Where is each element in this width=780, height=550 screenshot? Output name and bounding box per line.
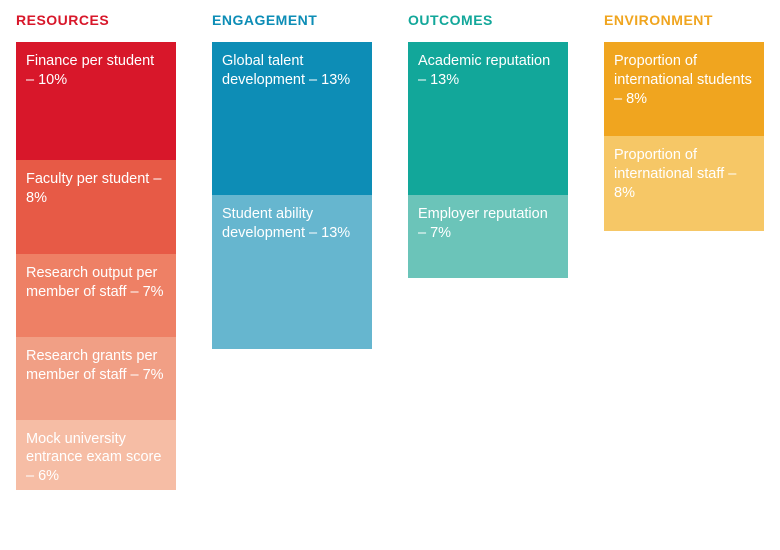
- block-environment-0: Proportion of international students – 8…: [604, 42, 764, 136]
- block-resources-3: Research grants per member of staff – 7%: [16, 337, 176, 420]
- block-label: Research grants per member of staff – 7%: [26, 347, 164, 385]
- column-environment: ENVIRONMENT Proportion of international s…: [604, 12, 764, 231]
- block-label: Proportion of international students – 8…: [614, 52, 752, 109]
- block-label: Proportion of international staff – 8%: [614, 146, 752, 203]
- block-label: Student ability development – 13%: [222, 205, 360, 243]
- block-label: Employer reputation – 7%: [418, 205, 556, 243]
- block-label: Mock university entrance exam score – 6%: [26, 430, 164, 487]
- block-outcomes-0: Academic reputation – 13%: [408, 42, 568, 195]
- column-header-environment: ENVIRONMENT: [604, 12, 764, 28]
- column-header-outcomes: OUTCOMES: [408, 12, 568, 28]
- block-resources-4: Mock university entrance exam score – 6%: [16, 420, 176, 491]
- column-engagement: ENGAGEMENT Global talent development – 13…: [212, 12, 372, 349]
- block-outcomes-1: Employer reputation – 7%: [408, 195, 568, 278]
- column-header-engagement: ENGAGEMENT: [212, 12, 372, 28]
- block-engagement-0: Global talent development – 13%: [212, 42, 372, 195]
- block-resources-2: Research output per member of staff – 7%: [16, 254, 176, 337]
- column-header-resources: RESOURCES: [16, 12, 176, 28]
- block-environment-1: Proportion of international staff – 8%: [604, 136, 764, 230]
- block-resources-1: Faculty per student – 8%: [16, 160, 176, 254]
- block-label: Research output per member of staff – 7%: [26, 264, 164, 302]
- column-resources: RESOURCES Finance per student – 10% Facult…: [16, 12, 176, 490]
- block-label: Academic reputation – 13%: [418, 52, 556, 90]
- block-engagement-1: Student ability development – 13%: [212, 195, 372, 348]
- block-label: Finance per student – 10%: [26, 52, 164, 90]
- columns-container: RESOURCES Finance per student – 10% Facult…: [16, 12, 764, 490]
- block-label: Faculty per student – 8%: [26, 170, 164, 208]
- block-label: Global talent development – 13%: [222, 52, 360, 90]
- column-outcomes: OUTCOMES Academic reputation – 13% Employe…: [408, 12, 568, 278]
- block-resources-0: Finance per student – 10%: [16, 42, 176, 160]
